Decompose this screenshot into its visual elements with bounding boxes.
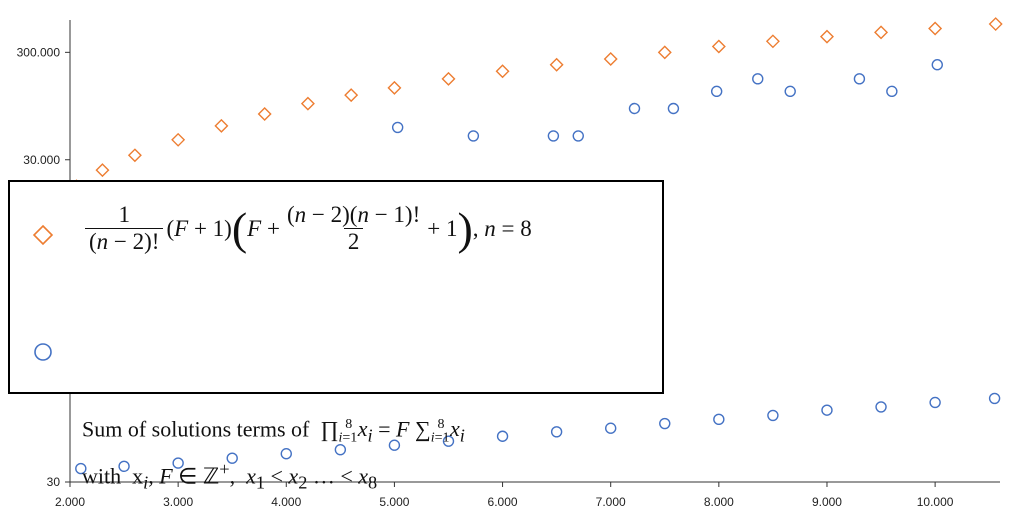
x-tick-label: 2.000: [55, 495, 85, 509]
circle-point: [853, 73, 866, 85]
circle-point: [784, 85, 796, 98]
diamond-point: [214, 118, 229, 133]
y-tick-label: 300.000: [17, 45, 61, 59]
circle-point: [713, 413, 725, 426]
circle-point: [821, 404, 833, 416]
x-tick-label: 8.000: [704, 495, 734, 509]
legend-description-line-1: Sum of solutions terms of ∏i=18 xi = F ∑…: [82, 416, 465, 446]
diamond-point: [171, 132, 186, 147]
circle-point: [572, 130, 584, 142]
diamond-point: [344, 88, 359, 103]
legend-entry-diamond-series: 1 (n − 2)! (F + 1) (F + (n − 2)(n − 1)! 2 …: [10, 182, 662, 282]
circle-point: [659, 417, 671, 430]
diamond-point: [441, 71, 456, 86]
circle-point: [467, 130, 480, 142]
circle-point: [929, 396, 941, 409]
circle-point: [988, 392, 1001, 405]
circle-point: [547, 130, 560, 142]
x-tick-label: 7.000: [596, 495, 626, 509]
diamond-point: [603, 52, 618, 67]
x-tick-label: 6.000: [488, 495, 518, 509]
circle-point: [118, 460, 130, 473]
formula-fraction-two: (n − 2)(n − 1)! 2: [286, 202, 421, 254]
circle-marker-shape: [34, 343, 52, 361]
diamond-point: [127, 148, 142, 163]
legend-diamond-marker: [32, 224, 54, 246]
circle-point: [628, 102, 641, 115]
circle-point: [334, 443, 347, 456]
legend: 1 (n − 2)! (F + 1) (F + (n − 2)(n − 1)! 2 …: [8, 180, 664, 492]
y-tick-label: 30: [47, 475, 61, 489]
diamond-point: [928, 21, 943, 36]
diamond-point: [95, 163, 110, 178]
circle-point: [496, 430, 509, 442]
diamond-point: [387, 80, 402, 95]
y-tick-label: 30.000: [23, 153, 60, 167]
circle-point: [875, 401, 887, 413]
legend-formula: 1 (n − 2)! (F + 1) (F + (n − 2)(n − 1)! 2 …: [82, 202, 532, 255]
legend-description: Sum of solutions terms of ∏i=18 xi = F ∑…: [82, 410, 465, 497]
diamond-point: [988, 17, 1003, 32]
x-tick-label: 5.000: [379, 495, 409, 509]
x-tick-label: 4.000: [271, 495, 301, 509]
legend-description-line-2: with xi, F ∈ ℤ+, x1 < x2 … < x8: [82, 458, 378, 493]
chart-axes: 2.000 3.000 4.000 5.000 6.000 7.000 8.000 9.000…: [17, 20, 1000, 509]
circle-point: [442, 435, 455, 447]
circle-point: [388, 439, 401, 451]
circle-point: [280, 448, 292, 460]
series-circle: [75, 59, 1001, 475]
circle-point: [391, 121, 404, 134]
legend-circle-marker: [34, 343, 52, 361]
x-tick-label: 10.000: [917, 495, 954, 509]
circle-point: [172, 457, 184, 469]
circle-point: [752, 73, 764, 85]
circle-point: [886, 85, 898, 98]
diamond-point: [300, 96, 315, 111]
circle-point: [931, 59, 943, 71]
diamond-point: [819, 29, 834, 44]
circle-point: [550, 426, 563, 438]
circle-point: [767, 409, 779, 422]
circle-point: [226, 452, 238, 464]
circle-point: [75, 462, 87, 475]
legend-entry-circle-series: Sum of solutions terms of ∏i=18 xi = F ∑…: [10, 282, 662, 492]
x-tick-label: 9.000: [812, 495, 842, 509]
diamond-point: [549, 57, 564, 72]
diamond-marker-shape: [32, 224, 54, 246]
formula-fraction-one: 1 (n − 2)!: [85, 202, 164, 255]
circle-point: [604, 422, 617, 434]
diamond-point: [257, 107, 272, 121]
circle-point: [710, 85, 723, 98]
x-tick-label: 3.000: [163, 495, 193, 509]
diamond-point: [657, 45, 672, 60]
circle-point: [667, 102, 680, 115]
diamond-point: [874, 25, 889, 40]
diamond-point: [711, 39, 726, 54]
diamond-point: [765, 34, 780, 49]
diamond-point: [495, 64, 510, 79]
